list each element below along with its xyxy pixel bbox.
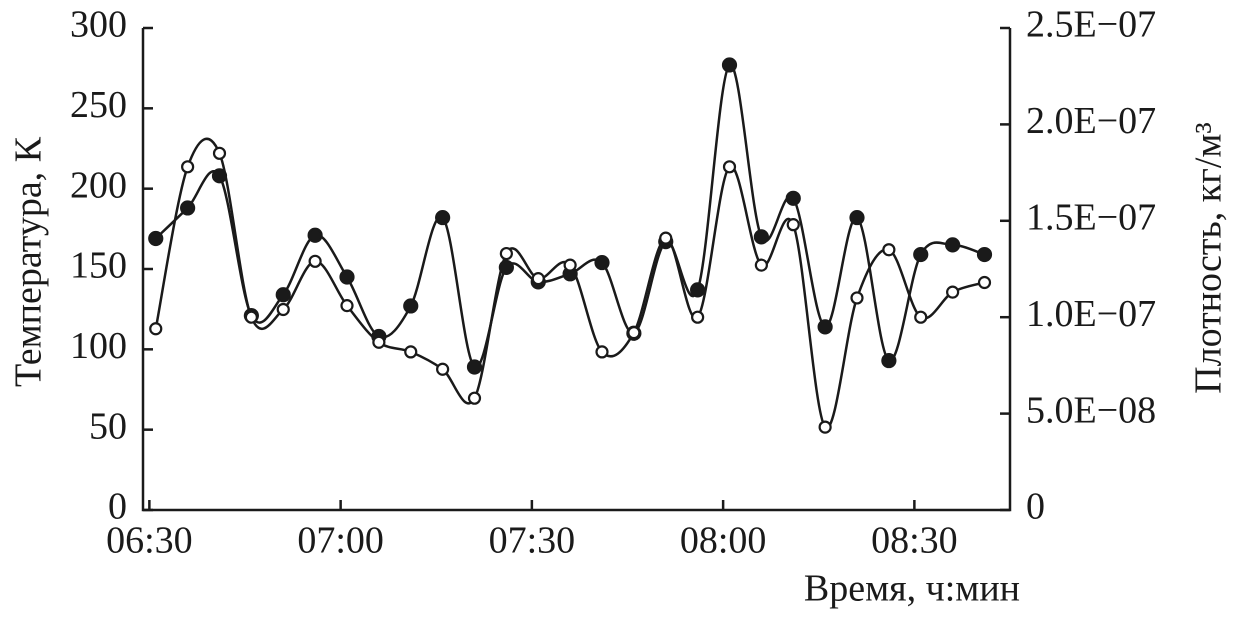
series-line [154, 137, 985, 430]
data-point [498, 259, 514, 275]
data-point [148, 230, 164, 247]
data-point [849, 209, 865, 226]
x-axis-label: Время, ч:мин [804, 568, 1020, 610]
data-point [850, 291, 864, 305]
data-point [595, 345, 609, 359]
data-point [211, 168, 228, 184]
data-point [466, 359, 483, 375]
data-point [722, 160, 737, 174]
y-tick-label: 300 [70, 4, 127, 46]
y2-tick-label: 2.5E−07 [1026, 4, 1156, 46]
data-point [976, 246, 993, 263]
data-point [691, 310, 705, 324]
data-point [946, 285, 960, 299]
data-point [180, 200, 196, 216]
data-point [913, 246, 929, 263]
data-point [499, 246, 513, 261]
data-point [181, 160, 195, 174]
data-point [818, 420, 832, 434]
data-point [690, 282, 706, 298]
data-point [372, 335, 386, 349]
data-point [563, 258, 577, 272]
data-point [467, 391, 482, 405]
data-point [786, 218, 800, 232]
data-point [754, 258, 768, 272]
x-tick-label: 07:30 [489, 520, 576, 562]
data-point [404, 345, 418, 359]
y-tick-label: 200 [70, 164, 127, 206]
data-point [977, 275, 992, 290]
data-point [435, 209, 451, 226]
data-point [945, 237, 961, 253]
y2-tick-label: 1.5E−07 [1026, 197, 1156, 239]
data-point [881, 352, 897, 369]
x-tick-label: 06:30 [106, 520, 193, 562]
y-axis-label: Температура, К [8, 136, 50, 387]
data-point [307, 227, 323, 243]
data-point [753, 229, 769, 245]
data-point [882, 243, 896, 257]
y2-tick-label: 0 [1026, 486, 1045, 528]
y-tick-label: 250 [70, 84, 127, 126]
data-point [403, 298, 419, 314]
data-point [531, 272, 545, 286]
x-tick-label: 08:00 [680, 520, 767, 562]
x-tick-label: 07:00 [297, 520, 384, 562]
y2-tick-label: 1.0E−07 [1026, 293, 1156, 335]
data-point [659, 231, 673, 245]
y2-tick-label: 2.0E−07 [1026, 100, 1156, 142]
data-point [275, 287, 291, 303]
data-point [914, 310, 928, 324]
x-tick-label: 08:30 [871, 520, 958, 562]
data-point [149, 322, 163, 336]
data-point [594, 254, 610, 271]
y-tick-label: 100 [70, 325, 127, 367]
data-point [627, 326, 641, 340]
data-point [244, 310, 258, 324]
y2-tick-label: 5.0E−08 [1026, 389, 1156, 431]
y-tick-label: 50 [89, 405, 127, 447]
data-point [721, 57, 738, 73]
data-point [785, 190, 801, 206]
y-tick-label: 150 [70, 245, 127, 287]
y2-axis-label: Плотность, кг/м³ [1188, 122, 1230, 394]
data-point [212, 146, 227, 160]
data-point [308, 254, 322, 268]
data-point [340, 299, 354, 313]
data-point [436, 362, 450, 376]
data-point [817, 319, 833, 335]
y-tick-label: 0 [108, 486, 127, 528]
data-point [276, 302, 290, 317]
data-point [339, 269, 355, 285]
